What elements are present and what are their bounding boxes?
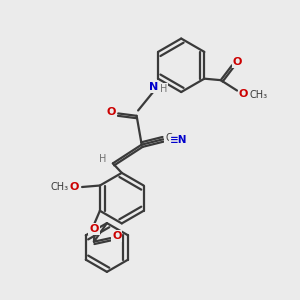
- Text: O: O: [89, 224, 99, 234]
- Text: O: O: [70, 182, 79, 192]
- Text: CH₃: CH₃: [51, 182, 69, 192]
- Text: O: O: [233, 57, 242, 67]
- Text: ≡N: ≡N: [170, 135, 187, 145]
- Text: O: O: [107, 107, 116, 117]
- Text: CH₃: CH₃: [249, 90, 268, 100]
- Text: N: N: [149, 82, 158, 92]
- Text: H: H: [99, 154, 106, 164]
- Text: O: O: [239, 89, 248, 99]
- Text: H: H: [160, 84, 168, 94]
- Text: C: C: [165, 134, 172, 143]
- Text: O: O: [112, 231, 122, 241]
